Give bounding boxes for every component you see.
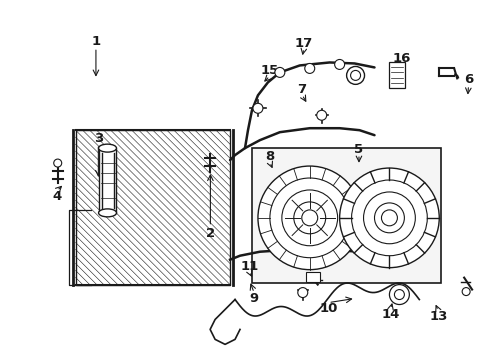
Text: 1: 1 [91,35,101,49]
Circle shape [339,168,438,268]
Circle shape [54,159,61,167]
Text: 4: 4 [52,190,61,203]
Bar [76,130,229,285]
Text: 7: 7 [297,83,306,96]
Circle shape [350,71,360,80]
Bar [99,148,116,213]
Text: 3: 3 [94,132,103,145]
Text: 8: 8 [264,150,274,163]
Text: 2: 2 [205,226,215,239]
Text: 5: 5 [354,143,363,156]
Circle shape [281,190,337,246]
Circle shape [388,285,408,305]
Circle shape [346,67,364,84]
Text: 16: 16 [391,51,410,64]
Text: 14: 14 [381,308,399,321]
Text: 12: 12 [313,251,331,264]
Text: 6: 6 [463,73,472,86]
Circle shape [381,210,397,226]
Bar [251,148,440,283]
Text: 17: 17 [294,36,312,50]
Bar [388,62,405,88]
Ellipse shape [99,144,116,152]
Circle shape [269,178,349,258]
Text: 13: 13 [428,310,447,324]
Text: 15: 15 [260,64,278,77]
Circle shape [297,288,307,298]
Circle shape [274,67,285,77]
Text: 10: 10 [319,302,337,315]
Circle shape [301,210,317,226]
Circle shape [316,110,326,120]
Text: 11: 11 [240,260,258,273]
Text: 9: 9 [249,292,258,305]
Circle shape [258,166,361,270]
Bar [305,272,319,282]
Circle shape [461,288,469,296]
Circle shape [252,103,263,113]
Ellipse shape [99,209,116,217]
Circle shape [293,202,325,234]
Circle shape [363,192,414,244]
Circle shape [334,59,344,69]
Circle shape [374,203,404,233]
Circle shape [351,180,427,256]
Circle shape [394,289,404,300]
Circle shape [304,63,314,73]
